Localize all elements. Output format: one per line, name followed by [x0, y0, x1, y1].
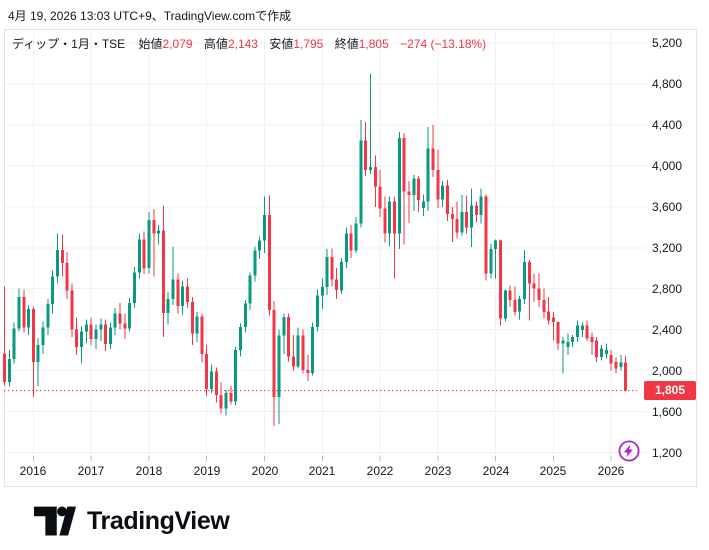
brand-name: TradingView	[87, 507, 230, 535]
creation-timestamp: 4月 19, 2026 13:03 UTC+9、TradingView.comで…	[8, 9, 292, 23]
price-axis-label: 3,600	[652, 200, 683, 214]
price-axis-label: 2,000	[652, 364, 683, 378]
chart-legend: ディップ・1月・TSE 始値2,079 高値2,143 安値1,795 終値1,…	[12, 35, 494, 52]
open-label: 始値	[138, 37, 163, 51]
time-axis-label: 2024	[482, 464, 510, 478]
close-label: 終値	[334, 37, 359, 51]
price-axis-label: 2,800	[652, 282, 683, 296]
close-value: 1,805	[358, 37, 389, 51]
time-axis-label: 2026	[597, 464, 625, 478]
price-axis-label: 3,200	[652, 241, 683, 255]
time-axis-label: 2019	[193, 464, 221, 478]
price-axis-label: 4,000	[652, 159, 683, 173]
open-value: 2,079	[162, 37, 193, 51]
price-axis-label: 5,200	[652, 36, 683, 50]
time-axis-label: 2025	[539, 464, 567, 478]
price-axis-label: 1,200	[652, 446, 683, 460]
time-axis-label: 2018	[135, 464, 163, 478]
price-axis-label: 2,400	[652, 323, 683, 337]
last-price-badge: 1,805	[644, 381, 696, 400]
price-axis-label: 1,600	[652, 405, 683, 419]
time-axis-label: 2022	[366, 464, 394, 478]
price-axis-label: 4,400	[652, 118, 683, 132]
low-label: 安値	[269, 37, 294, 51]
lightning-icon	[618, 440, 640, 462]
tradingview-logo[interactable]: TradingView	[34, 506, 230, 537]
time-axis-label: 2020	[251, 464, 279, 478]
time-axis-label: 2023	[424, 464, 452, 478]
tradingview-logomark-icon	[34, 506, 76, 536]
high-label: 高値	[203, 37, 228, 51]
change-value: −274 (−13.18%)	[400, 37, 487, 51]
time-axis-label: 2016	[19, 464, 47, 478]
symbol-title: ディップ・1月・TSE	[12, 37, 126, 51]
low-value: 1,795	[293, 37, 324, 51]
boost-button[interactable]	[617, 439, 641, 463]
price-axis-label: 4,800	[652, 77, 683, 91]
time-axis-label: 2017	[77, 464, 105, 478]
time-axis-label: 2021	[308, 464, 336, 478]
high-value: 2,143	[227, 37, 258, 51]
